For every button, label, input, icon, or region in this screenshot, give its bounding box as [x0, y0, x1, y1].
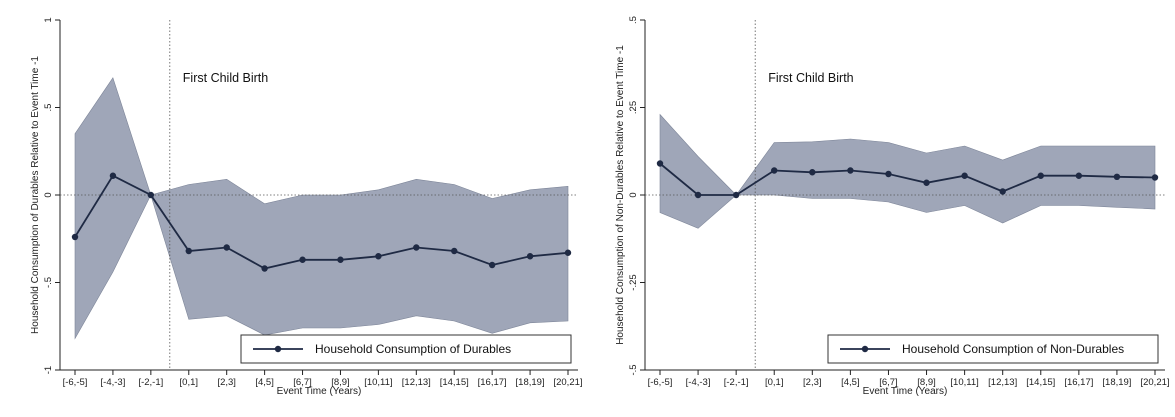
y-tick-label: .5	[628, 16, 639, 24]
y-tick-label: .25	[628, 101, 639, 114]
x-tick-label: [-2,-1]	[138, 377, 163, 388]
data-point	[923, 179, 930, 186]
x-tick-label: [20,21]	[1140, 377, 1169, 388]
data-point	[488, 261, 496, 269]
x-tick-label: [4,5]	[841, 377, 860, 388]
x-tick-label: [-2,-1]	[724, 377, 749, 388]
y-axis-title: Household Consumption of Durables Relati…	[30, 56, 41, 334]
y-tick-label: .5	[43, 104, 54, 112]
x-tick-label: [4,5]	[255, 377, 274, 388]
event-annotation: First Child Birth	[183, 71, 268, 85]
x-tick-label: [12,13]	[988, 377, 1017, 388]
data-point	[185, 247, 192, 255]
y-tick-label: -.5	[43, 277, 54, 288]
data-point	[1113, 173, 1121, 180]
non-durables-chart: First Child Birth -.5 -.25 0 .25 .5 [-6,-5] [-4…	[615, 16, 1170, 397]
confidence-band	[74, 77, 569, 340]
data-point	[656, 160, 664, 167]
data-point	[694, 191, 702, 199]
x-tick-label: [14,15]	[440, 377, 469, 388]
x-tick-label: [6,7]	[293, 377, 312, 388]
x-tick-label: [0,1]	[180, 377, 199, 388]
x-tick-label: [-6,-5]	[63, 377, 88, 388]
legend-marker-swatch	[861, 345, 869, 353]
data-point	[261, 265, 268, 272]
x-axis-title: Event Time (Years)	[863, 386, 948, 397]
y-tick-label: 0	[43, 192, 54, 197]
data-point	[1151, 174, 1159, 181]
data-point	[299, 256, 306, 263]
confidence-band	[659, 113, 1156, 229]
data-point	[1075, 172, 1083, 179]
x-axis-title: Event Time (Years)	[277, 386, 362, 397]
x-tick-label: [16,17]	[478, 377, 507, 388]
x-tick-label: [18,19]	[1102, 377, 1131, 388]
series-line	[74, 174, 569, 270]
data-point	[109, 172, 117, 179]
data-point	[732, 191, 740, 199]
x-tick-label: [2,3]	[803, 377, 822, 388]
y-tick-label: -.5	[628, 364, 639, 375]
data-point	[771, 167, 778, 174]
x-tick-label: [14,15]	[1026, 377, 1055, 388]
y-tick-label: 1	[43, 17, 54, 22]
x-tick-label: [2,3]	[217, 377, 236, 388]
non-durables-chart-panel: First Child Birth -.5 -.25 0 .25 .5 [-6,-5] [-4…	[588, 0, 1175, 417]
data-point	[337, 256, 344, 263]
legend-label: Household Consumption of Durables	[315, 342, 511, 356]
legend-marker-swatch	[274, 345, 282, 353]
data-point	[847, 167, 854, 174]
x-tick-label: [10,11]	[950, 377, 978, 388]
data-point	[223, 244, 230, 251]
data-point	[147, 191, 155, 199]
data-point	[809, 169, 816, 176]
x-tick-label: [20,21]	[553, 377, 582, 388]
data-point	[564, 249, 572, 256]
legend-label: Household Consumption of Non-Durables	[902, 342, 1124, 356]
data-point	[451, 247, 458, 255]
event-annotation: First Child Birth	[768, 71, 853, 85]
x-tick-label: [12,13]	[402, 377, 431, 388]
y-axis-title: Household Consumption of Non-Durables Re…	[615, 45, 626, 345]
x-tick-label: [8,9]	[331, 377, 350, 388]
x-tick-label: [16,17]	[1064, 377, 1093, 388]
x-tick-label: [-4,-3]	[686, 377, 711, 388]
data-point	[71, 233, 79, 241]
x-tick-label: [-6,-5]	[648, 377, 673, 388]
x-tick-label: [8,9]	[917, 377, 936, 388]
y-tick-label: 0	[628, 192, 639, 197]
durables-chart-panel: First Child Birth -1 -.5 0 .5 1 [-6,-5] [-4,-3]…	[30, 17, 583, 397]
x-tick-label: [0,1]	[765, 377, 784, 388]
data-point	[1037, 172, 1044, 179]
data-point	[375, 253, 382, 260]
x-tick-label: [6,7]	[879, 377, 898, 388]
data-point	[885, 170, 892, 178]
data-point	[526, 253, 534, 260]
data-point	[413, 244, 420, 251]
durables-chart: First Child Birth -1 -.5 0 .5 1 [-6,-5] [-4,-3]…	[30, 17, 583, 397]
y-tick-label: -1	[43, 366, 54, 374]
x-tick-label: [10,11]	[364, 377, 392, 388]
x-tick-label: [-4,-3]	[101, 377, 126, 388]
y-tick-label: -.25	[628, 274, 639, 290]
data-point	[999, 188, 1006, 195]
series-line	[659, 162, 1156, 196]
data-point	[961, 172, 968, 179]
x-tick-label: [18,19]	[516, 377, 545, 388]
